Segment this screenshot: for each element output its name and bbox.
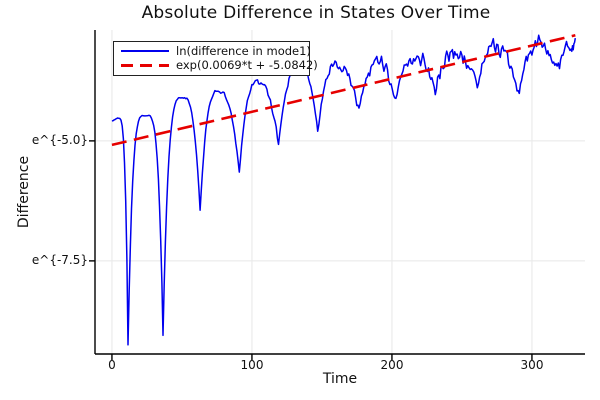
- legend-entry-exp-fit: exp(0.0069*t + -5.0842): [121, 59, 318, 72]
- x-tick-label-100: 100: [240, 358, 264, 372]
- legend-red-dash-icon: [121, 64, 169, 68]
- x-tick-label-0: 0: [108, 358, 116, 372]
- legend: ln(difference in mode1) exp(0.0069*t + -…: [113, 41, 318, 76]
- y-tick-label-e-5.0: e^{-5.0}: [31, 133, 88, 147]
- series-ln-difference-line: [111, 34, 577, 346]
- y-axis-label: Difference: [16, 155, 32, 229]
- x-tick-label-200: 200: [380, 358, 404, 372]
- legend-entry-ln-difference: ln(difference in mode1): [121, 44, 311, 58]
- legend-label-exp-fit: exp(0.0069*t + -5.0842): [176, 58, 318, 73]
- x-axis-label: Time: [322, 371, 358, 387]
- chart-title: Absolute Difference in States Over Time: [141, 3, 491, 23]
- legend-blue-line-icon: [121, 50, 169, 53]
- legend-label-ln-difference: ln(difference in mode1): [176, 43, 311, 58]
- x-tick-label-300: 300: [520, 358, 544, 372]
- y-tick-label-e-7.5: e^{-7.5}: [31, 253, 88, 267]
- series-exp-fit-line: [111, 34, 576, 147]
